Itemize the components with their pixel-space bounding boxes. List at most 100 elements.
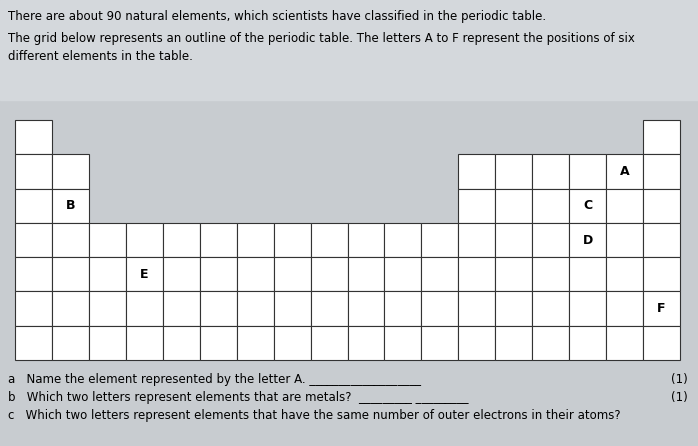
- Bar: [348, 291, 385, 326]
- Bar: [496, 291, 532, 326]
- Bar: [163, 223, 200, 257]
- Bar: [52, 291, 89, 326]
- Bar: [459, 257, 496, 291]
- Text: B: B: [66, 199, 75, 212]
- Bar: [126, 291, 163, 326]
- Text: a   Name the element represented by the letter A. ___________________: a Name the element represented by the le…: [8, 373, 421, 386]
- Bar: [15, 189, 52, 223]
- Bar: [237, 223, 274, 257]
- Bar: [274, 326, 311, 360]
- Bar: [569, 223, 606, 257]
- Bar: [15, 120, 52, 154]
- Bar: [643, 223, 680, 257]
- Bar: [496, 189, 532, 223]
- Bar: [274, 291, 311, 326]
- Bar: [237, 291, 274, 326]
- Bar: [385, 291, 422, 326]
- Bar: [385, 223, 422, 257]
- Bar: [385, 257, 422, 291]
- Bar: [532, 291, 569, 326]
- Bar: [52, 257, 89, 291]
- Bar: [52, 154, 89, 189]
- Bar: [643, 326, 680, 360]
- Bar: [311, 291, 348, 326]
- Bar: [0, 0, 698, 100]
- Bar: [311, 223, 348, 257]
- Bar: [569, 154, 606, 189]
- Text: The grid below represents an outline of the periodic table. The letters A to F r: The grid below represents an outline of …: [8, 32, 635, 45]
- Bar: [569, 189, 606, 223]
- Bar: [52, 189, 89, 223]
- Bar: [459, 291, 496, 326]
- Bar: [163, 257, 200, 291]
- Text: different elements in the table.: different elements in the table.: [8, 50, 193, 63]
- Text: (1): (1): [671, 373, 688, 386]
- Bar: [496, 223, 532, 257]
- Bar: [15, 223, 52, 257]
- Bar: [15, 291, 52, 326]
- Bar: [643, 291, 680, 326]
- Bar: [532, 257, 569, 291]
- Bar: [496, 154, 532, 189]
- Bar: [422, 257, 459, 291]
- Bar: [237, 326, 274, 360]
- Text: E: E: [140, 268, 149, 281]
- Bar: [163, 326, 200, 360]
- Bar: [606, 291, 643, 326]
- Bar: [532, 189, 569, 223]
- Bar: [422, 326, 459, 360]
- Bar: [15, 257, 52, 291]
- Bar: [126, 223, 163, 257]
- Bar: [89, 257, 126, 291]
- Text: b   Which two letters represent elements that are metals?  _________ _________: b Which two letters represent elements t…: [8, 391, 468, 404]
- Bar: [237, 257, 274, 291]
- Bar: [459, 189, 496, 223]
- Bar: [606, 189, 643, 223]
- Bar: [15, 120, 680, 360]
- Bar: [274, 257, 311, 291]
- Bar: [532, 154, 569, 189]
- Bar: [89, 326, 126, 360]
- Bar: [385, 326, 422, 360]
- Bar: [496, 257, 532, 291]
- Bar: [569, 291, 606, 326]
- Bar: [52, 223, 89, 257]
- Bar: [348, 257, 385, 291]
- Bar: [606, 223, 643, 257]
- Bar: [532, 223, 569, 257]
- Bar: [200, 291, 237, 326]
- Text: c   Which two letters represent elements that have the same number of outer elec: c Which two letters represent elements t…: [8, 409, 621, 422]
- Bar: [163, 291, 200, 326]
- Bar: [496, 326, 532, 360]
- Bar: [89, 291, 126, 326]
- Bar: [606, 257, 643, 291]
- Bar: [200, 326, 237, 360]
- Bar: [643, 189, 680, 223]
- Bar: [569, 326, 606, 360]
- Bar: [311, 257, 348, 291]
- Bar: [606, 326, 643, 360]
- Bar: [643, 257, 680, 291]
- Bar: [643, 120, 680, 154]
- Bar: [52, 326, 89, 360]
- Bar: [532, 326, 569, 360]
- Bar: [459, 223, 496, 257]
- Bar: [459, 154, 496, 189]
- Bar: [459, 326, 496, 360]
- Text: A: A: [620, 165, 630, 178]
- Text: D: D: [583, 234, 593, 247]
- Bar: [200, 257, 237, 291]
- Bar: [126, 257, 163, 291]
- Bar: [422, 223, 459, 257]
- Bar: [200, 223, 237, 257]
- Bar: [311, 326, 348, 360]
- Text: F: F: [658, 302, 666, 315]
- Bar: [126, 326, 163, 360]
- Bar: [348, 326, 385, 360]
- Bar: [15, 154, 52, 189]
- Bar: [15, 326, 52, 360]
- Bar: [422, 291, 459, 326]
- Bar: [643, 154, 680, 189]
- Bar: [606, 154, 643, 189]
- Text: There are about 90 natural elements, which scientists have classified in the per: There are about 90 natural elements, whi…: [8, 10, 546, 23]
